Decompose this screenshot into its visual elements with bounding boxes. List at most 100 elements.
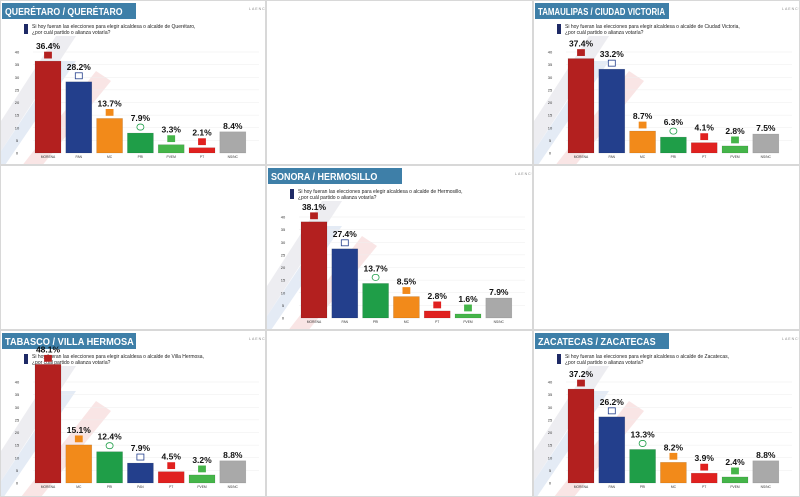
data-label: 7.9% xyxy=(489,287,509,297)
y-tick-label: 35 xyxy=(15,392,20,397)
question-text-line2: ¿por cuál partido o alianza votaría? xyxy=(32,360,111,366)
panel-title: TABASCO / VILLA HERMOSA xyxy=(5,336,134,348)
y-tick-label: 5 xyxy=(16,138,19,143)
data-label: 36.4% xyxy=(36,41,61,51)
y-tick-label: 10 xyxy=(548,455,553,460)
x-tick-label: PT xyxy=(169,485,173,489)
x-tick-label: MORENA xyxy=(307,320,322,324)
x-tick-label: PT xyxy=(435,320,439,324)
x-tick-label: NS/NC xyxy=(761,485,772,489)
x-tick-label: MC xyxy=(671,485,677,489)
brand-watermark: LAENCU xyxy=(249,7,266,11)
data-label: 33.2% xyxy=(600,49,625,59)
bar-chart: TAMAULIPAS / CIUDAD VICTORIA LAENCU Si hoy… xyxy=(534,3,800,164)
y-tick-label: 20 xyxy=(548,430,553,435)
bar-morena xyxy=(567,388,595,484)
panel-title: SONORA / HERMOSILLO xyxy=(271,171,377,183)
bar-pt xyxy=(423,310,451,319)
data-label: 2.1% xyxy=(192,128,212,138)
y-tick-label: 5 xyxy=(549,138,552,143)
data-label: 1.6% xyxy=(458,294,478,304)
question-marker xyxy=(557,24,561,34)
x-tick-label: PAN xyxy=(342,320,349,324)
bar-nsnc xyxy=(752,460,780,484)
x-tick-label: PT xyxy=(702,155,706,159)
x-tick-label: PVEM xyxy=(730,485,740,489)
bar-pvem xyxy=(188,474,216,484)
data-label: 38.1% xyxy=(302,202,327,212)
bar-pan xyxy=(65,81,93,154)
panel-center: SONORA / HERMOSILLO LAENCU Si hoy fueran l… xyxy=(266,165,533,330)
y-tick-label: 15 xyxy=(281,278,286,283)
x-tick-label: PVEM xyxy=(463,320,473,324)
data-label: 7.5% xyxy=(756,123,776,133)
bar-morena xyxy=(34,60,62,154)
y-tick-label: 0 xyxy=(549,151,552,156)
bar-pt xyxy=(690,472,718,484)
bar-morena xyxy=(34,364,62,484)
x-tick-label: PAN xyxy=(76,155,83,159)
panel-middle-right-empty xyxy=(533,165,800,330)
y-tick-label: 25 xyxy=(281,252,286,257)
party-logo-mc-icon xyxy=(638,121,647,129)
bar-pvem xyxy=(157,144,185,154)
data-label: 3.9% xyxy=(695,453,715,463)
question-text-line1: Si hoy fueran las elecciones para elegir… xyxy=(32,354,204,360)
party-logo-pt-icon xyxy=(198,138,206,146)
data-label: 2.8% xyxy=(428,291,448,301)
bar-nsnc xyxy=(752,133,780,154)
y-tick-label: 10 xyxy=(15,455,20,460)
data-label: 3.3% xyxy=(162,125,182,135)
y-tick-label: 0 xyxy=(549,481,552,486)
question-marker xyxy=(557,354,561,364)
data-label: 8.8% xyxy=(223,450,243,460)
data-label: 28.2% xyxy=(67,62,92,72)
bar-nsnc xyxy=(219,131,247,154)
data-label: 13.3% xyxy=(631,429,656,439)
data-label: 12.4% xyxy=(98,432,123,442)
x-tick-label: MORENA xyxy=(574,485,589,489)
party-logo-pan-icon xyxy=(607,407,616,415)
question-marker xyxy=(290,189,294,199)
brand-watermark: LAENCU xyxy=(782,7,800,11)
data-label: 8.2% xyxy=(664,442,684,452)
bar-pri xyxy=(660,136,687,154)
x-tick-label: PVEM xyxy=(167,155,177,159)
question-text-line1: Si hoy fueran las elecciones para elegir… xyxy=(565,24,740,30)
y-tick-label: 35 xyxy=(15,62,20,67)
question-text-line1: Si hoy fueran las elecciones para elegir… xyxy=(32,24,195,30)
data-label: 8.4% xyxy=(223,121,243,131)
x-tick-label: PRI xyxy=(373,320,379,324)
party-logo-pt-icon xyxy=(167,462,176,470)
x-tick-label: PAN xyxy=(609,485,616,489)
data-label: 7.9% xyxy=(131,113,151,123)
y-tick-label: 20 xyxy=(15,100,20,105)
bar-pri xyxy=(629,449,656,484)
brand-watermark: LAENCU xyxy=(515,172,533,176)
bar-pri xyxy=(127,132,154,154)
data-label: 26.2% xyxy=(600,397,625,407)
y-tick-label: 25 xyxy=(15,87,20,92)
data-label: 4.5% xyxy=(162,452,182,462)
y-tick-label: 20 xyxy=(15,430,20,435)
y-tick-label: 25 xyxy=(15,417,20,422)
y-tick-label: 35 xyxy=(548,62,553,67)
party-logo-pvem-icon xyxy=(198,465,206,473)
data-label: 27.4% xyxy=(333,229,358,239)
data-label: 13.7% xyxy=(364,263,389,273)
x-tick-label: MORENA xyxy=(574,155,589,159)
party-logo-morena-icon xyxy=(44,354,52,362)
x-tick-label: MORENA xyxy=(41,485,56,489)
panel-title: ZACATECAS / ZACATECAS xyxy=(538,336,656,348)
data-label: 13.7% xyxy=(98,98,123,108)
x-tick-label: NS/NC xyxy=(761,155,772,159)
y-tick-label: 15 xyxy=(548,113,553,118)
panel-top-middle-empty xyxy=(266,0,533,165)
y-tick-label: 20 xyxy=(281,265,286,270)
party-logo-pan-icon xyxy=(136,453,145,461)
y-tick-label: 40 xyxy=(548,380,553,385)
party-logo-morena-icon xyxy=(577,49,585,56)
party-logo-morena-icon xyxy=(44,51,52,59)
data-label: 48.1% xyxy=(36,344,61,354)
